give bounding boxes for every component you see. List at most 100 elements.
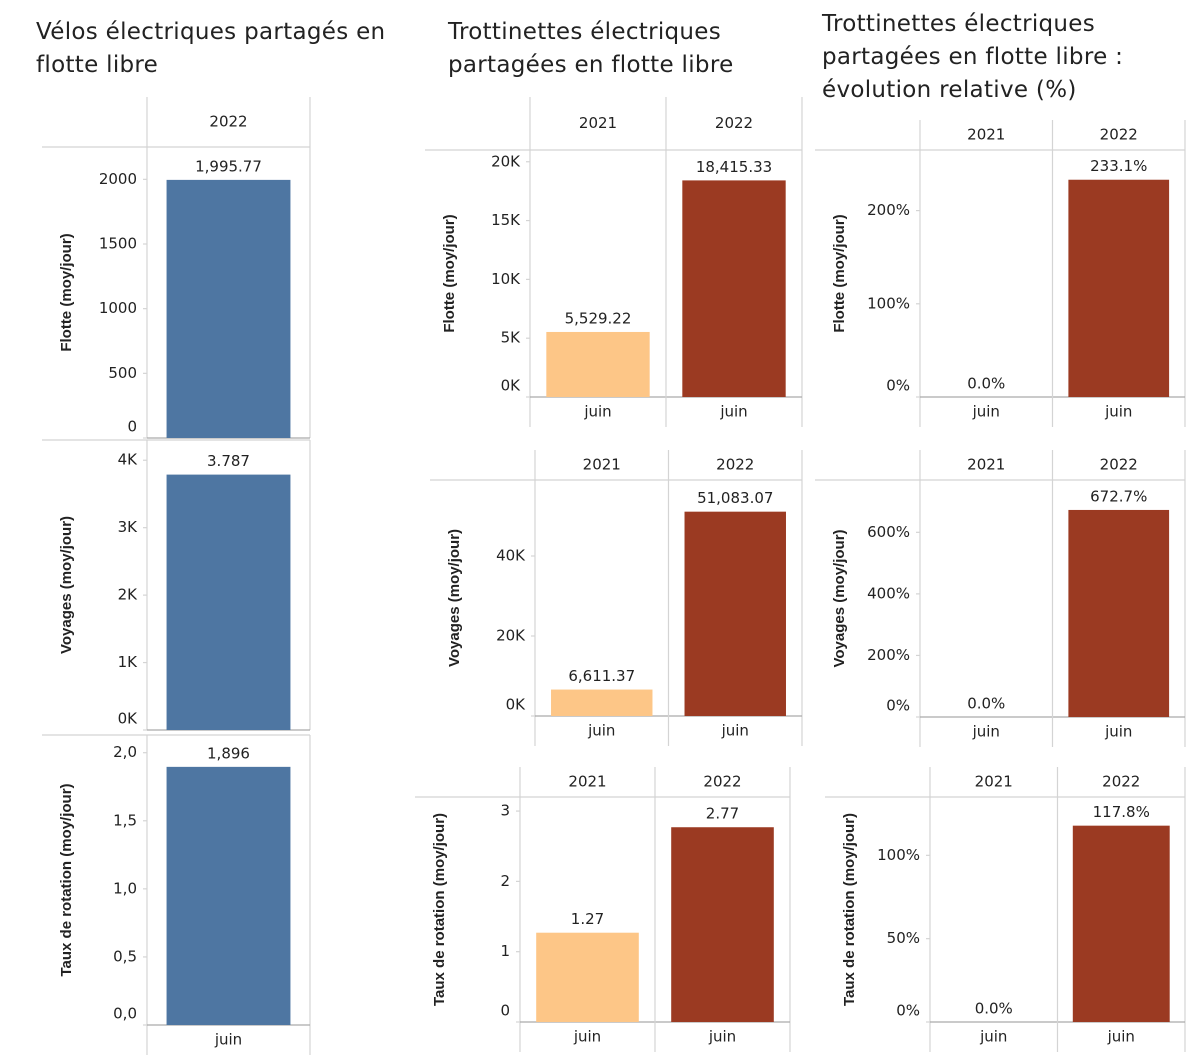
y-axis-label: Flotte (moy/jour) [831, 214, 848, 332]
y-axis-label: Voyages (moy/jour) [58, 516, 75, 654]
y-tick-label: 3 [500, 802, 510, 820]
facet-label: 2022 [209, 113, 247, 131]
value-label: 0.0% [975, 1000, 1013, 1018]
x-tick-label: juin [214, 1031, 242, 1049]
y-tick-label: 2,0 [113, 743, 137, 761]
y-tick-label: 2K [118, 586, 139, 604]
y-tick-label: 3K [118, 518, 139, 536]
y-tick-label: 1K [118, 653, 139, 671]
y-tick-label: 0% [886, 377, 910, 395]
y-tick-label: 2000 [99, 170, 137, 188]
y-tick-label: 0K [501, 377, 522, 395]
column-title: Trottinettes électriques partagées en fl… [822, 11, 1124, 103]
facet-label: 2021 [579, 114, 617, 132]
bar [671, 827, 774, 1022]
y-tick-label: 400% [867, 584, 910, 602]
y-tick-label: 40K [496, 547, 526, 565]
value-label: 0.0% [967, 375, 1005, 393]
y-tick-label: 5K [501, 329, 522, 347]
x-tick-label: juin [708, 1028, 736, 1046]
y-tick-label: 200% [867, 646, 910, 664]
value-label: 5,529.22 [565, 309, 632, 327]
facet-label: 2021 [967, 126, 1005, 144]
x-tick-label: juin [972, 403, 1000, 421]
y-tick-label: 4K [118, 451, 139, 469]
y-axis-label: Flotte (moy/jour) [441, 214, 458, 332]
y-axis-label: Voyages (moy/jour) [831, 529, 848, 667]
value-label: 1,995.77 [195, 157, 262, 175]
bar [536, 932, 639, 1022]
bar [1068, 509, 1170, 717]
value-label: 233.1% [1090, 157, 1147, 175]
value-label: 672.7% [1090, 487, 1147, 505]
value-label: 1.27 [571, 910, 604, 928]
y-tick-label: 0K [506, 696, 527, 714]
y-tick-label: 20K [496, 627, 526, 645]
y-tick-label: 0% [896, 1002, 920, 1020]
x-tick-label: juin [1104, 723, 1132, 741]
x-tick-label: juin [1104, 403, 1132, 421]
y-axis-label: Taux de rotation (moy/jour) [58, 783, 75, 976]
y-tick-label: 1500 [99, 235, 137, 253]
bar [1068, 179, 1170, 397]
y-axis-label: Flotte (moy/jour) [58, 233, 75, 351]
y-tick-label: 100% [867, 294, 910, 312]
facet-label: 2022 [716, 456, 754, 474]
bar [166, 179, 291, 438]
y-tick-label: 0% [886, 697, 910, 715]
value-label: 18,415.33 [696, 158, 772, 176]
y-axis-label: Taux de rotation (moy/jour) [841, 813, 858, 1006]
facet-label: 2021 [568, 773, 606, 791]
x-tick-label: juin [979, 1028, 1007, 1046]
bar [682, 180, 786, 397]
bar [551, 689, 653, 716]
value-label: 1,896 [207, 744, 250, 762]
y-tick-label: 1,0 [113, 879, 137, 897]
x-tick-label: juin [583, 403, 611, 421]
x-tick-label: juin [719, 403, 747, 421]
x-tick-label: juin [573, 1028, 601, 1046]
bar [546, 331, 650, 397]
column-title: Trottinettes électriques partagées en fl… [448, 19, 734, 78]
x-tick-label: juin [1107, 1028, 1135, 1046]
y-tick-label: 10K [491, 270, 521, 288]
bar [166, 766, 291, 1025]
y-tick-label: 50% [887, 929, 920, 947]
y-tick-label: 200% [867, 201, 910, 219]
value-label: 0.0% [967, 695, 1005, 713]
facet-label: 2022 [715, 114, 753, 132]
y-tick-label: 500 [108, 364, 137, 382]
facet-label: 2022 [1100, 456, 1138, 474]
facet-label: 2021 [975, 773, 1013, 791]
bar [1072, 825, 1170, 1022]
y-tick-label: 0,5 [113, 947, 137, 965]
y-tick-label: 600% [867, 523, 910, 541]
value-label: 51,083.07 [697, 489, 773, 507]
facet-label: 2022 [1100, 126, 1138, 144]
bar [684, 511, 786, 716]
x-tick-label: juin [721, 722, 749, 740]
value-label: 3.787 [207, 452, 250, 470]
y-tick-label: 2 [500, 872, 510, 890]
y-tick-label: 0K [118, 710, 139, 728]
y-tick-label: 0 [500, 1002, 510, 1020]
value-label: 117.8% [1093, 803, 1150, 821]
x-tick-label: juin [587, 722, 615, 740]
y-axis-label: Taux de rotation (moy/jour) [431, 813, 448, 1006]
y-tick-label: 20K [491, 152, 521, 170]
facet-label: 2021 [967, 456, 1005, 474]
value-label: 2.77 [706, 805, 739, 823]
value-label: 6,611.37 [568, 667, 635, 685]
y-tick-label: 100% [877, 846, 920, 864]
y-tick-label: 15K [491, 211, 521, 229]
facet-label: 2022 [703, 773, 741, 791]
y-tick-label: 1000 [99, 299, 137, 317]
y-tick-label: 0,0 [113, 1005, 137, 1023]
y-tick-label: 1,5 [113, 811, 137, 829]
x-tick-label: juin [972, 723, 1000, 741]
y-tick-label: 0 [127, 418, 137, 436]
bar [166, 474, 291, 730]
y-axis-label: Voyages (moy/jour) [446, 529, 463, 667]
